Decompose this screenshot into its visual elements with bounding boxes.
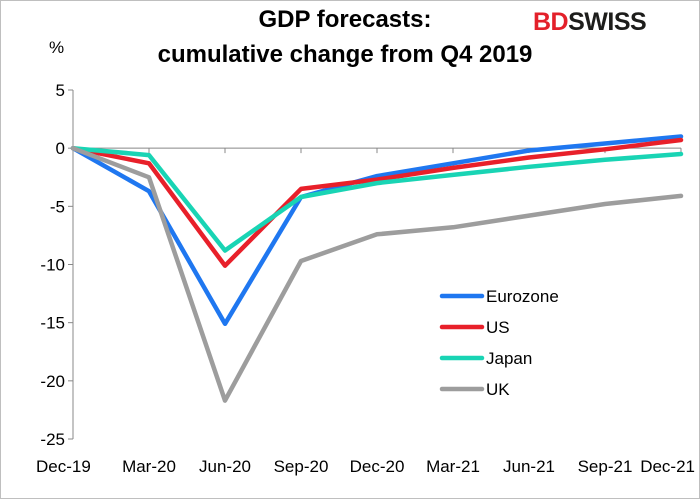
y-tick-label: -25 <box>40 430 65 449</box>
x-tick-label: Dec-20 <box>350 457 405 476</box>
legend-label-uk: UK <box>486 380 510 399</box>
series-line-uk <box>70 145 684 403</box>
chart-title-line2: cumulative change from Q4 2019 <box>157 41 533 68</box>
x-tick-label: Jun-21 <box>503 457 555 476</box>
brand-logo: BDSWISS <box>533 8 647 36</box>
legend-label-eurozone: Eurozone <box>486 287 559 306</box>
x-tick-label: Dec-19 <box>36 457 91 476</box>
x-tick-label: Mar-20 <box>122 457 176 476</box>
legend-label-japan: Japan <box>486 349 532 368</box>
y-tick-label: 5 <box>56 81 65 100</box>
logo-swiss-text: SWISS <box>568 8 647 36</box>
series-line-eurozone <box>70 134 684 327</box>
legend-label-us: US <box>486 318 510 337</box>
x-tick-label: Sep-20 <box>274 457 329 476</box>
y-tick-label: -15 <box>40 314 65 333</box>
series-line-us <box>70 137 684 268</box>
series-line-japan <box>70 145 684 253</box>
y-tick-label: 0 <box>56 139 65 158</box>
x-tick-label: Mar-21 <box>426 457 480 476</box>
y-axis-label: % <box>49 38 65 57</box>
x-tick-label: Sep-21 <box>578 457 633 476</box>
y-tick-label: -10 <box>40 256 65 275</box>
y-tick-label: -20 <box>40 372 65 391</box>
logo-bd-text: BD <box>533 8 569 36</box>
x-tick-label: Dec-21 <box>640 457 695 476</box>
x-tick-label: Jun-20 <box>199 457 251 476</box>
chart-title-line1: GDP forecasts: <box>258 6 432 33</box>
y-tick-label: -5 <box>50 197 65 216</box>
